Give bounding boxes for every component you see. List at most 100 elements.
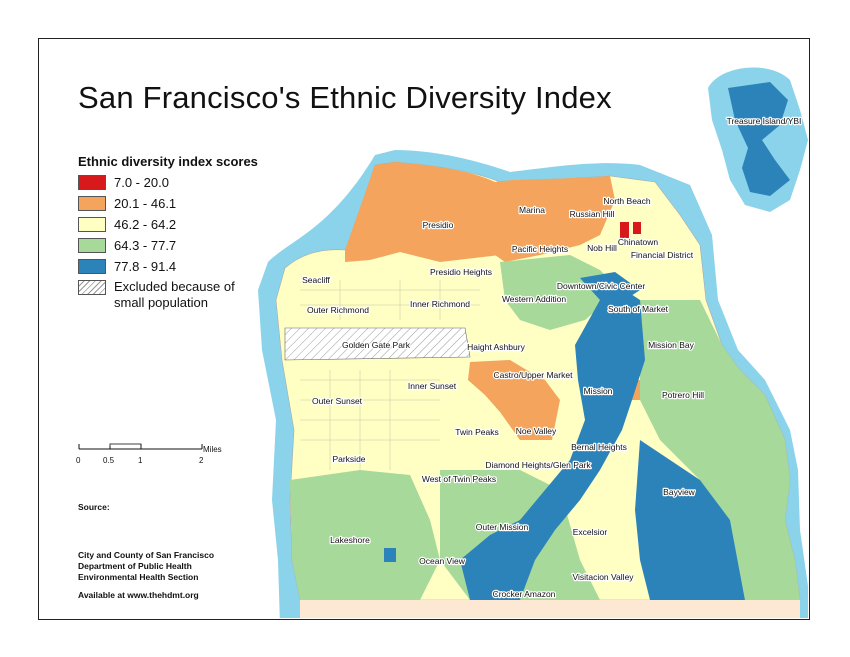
neighborhood-label-halo: Pacific Heights — [512, 244, 568, 254]
neighborhood-label-inner-sunset: Inner Sunset — [408, 381, 457, 391]
neighborhood-label-halo: Bernal Heights — [571, 442, 627, 452]
neighborhood-label-halo: South of Market — [608, 304, 669, 314]
legend-label-5: 77.8 - 91.4 — [114, 259, 177, 274]
scale-bar: Miles 0 0.5 1 2 — [76, 443, 222, 465]
neighborhood-label-halo: Diamond Heights/Glen Park — [485, 460, 591, 470]
neighborhood-label-halo: Mission Bay — [648, 340, 695, 350]
neighborhood-label-halo: Parkside — [332, 454, 365, 464]
neighborhood-label-halo: Haight Ashbury — [467, 342, 525, 352]
neighborhood-label-halo: Visitacion Valley — [572, 572, 634, 582]
neighborhood-label-financial-district: Financial District — [631, 250, 694, 260]
neighborhood-label-downtown-civic-center: Downtown/Civic Center — [557, 281, 646, 291]
neighborhood-label-presidio: Presidio — [423, 220, 454, 230]
org-line-3: Environmental Health Section — [78, 572, 199, 582]
neighborhood-label-golden-gate-park: Golden Gate Park — [342, 340, 411, 350]
neighborhood-label-halo: Treasure Island/YBI — [727, 116, 802, 126]
legend-swatch-5 — [78, 259, 106, 274]
neighborhood-label-halo: Outer Mission — [476, 522, 529, 532]
neighborhood-label-halo: Bayview — [663, 487, 696, 497]
neighborhood-label-visitacion-valley: Visitacion Valley — [572, 572, 634, 582]
neighborhood-label-mission-bay: Mission Bay — [648, 340, 695, 350]
neighborhood-label-presidio-heights: Presidio Heights — [430, 267, 492, 277]
mission-blue — [460, 290, 645, 600]
neighborhood-label-south-of-market: South of Market — [608, 304, 669, 314]
green-west — [290, 470, 440, 600]
scale-unit: Miles — [203, 445, 222, 454]
presidio-region — [345, 162, 500, 262]
scale-tick-1: 0.5 — [103, 456, 115, 465]
neighborhood-label-outer-mission: Outer Mission — [476, 522, 529, 532]
neighborhood-label-halo: Outer Richmond — [307, 305, 369, 315]
neighborhood-label-north-beach: North Beach — [603, 196, 651, 206]
org-line-1: City and County of San Francisco — [78, 550, 215, 560]
neighborhood-label-outer-sunset: Outer Sunset — [312, 396, 363, 406]
legend-item-4: 64.3 - 77.7 — [78, 238, 176, 254]
neighborhood-label-mission: Mission — [584, 386, 613, 396]
neighborhood-label-halo: Potrero Hill — [662, 390, 704, 400]
legend-item-1: 7.0 - 20.0 — [78, 175, 169, 191]
neighborhood-label-parkside: Parkside — [332, 454, 365, 464]
legend-label-3: 46.2 - 64.2 — [114, 217, 177, 232]
neighborhood-label-halo: Crocker Amazon — [493, 589, 556, 599]
neighborhood-label-excelsior: Excelsior — [573, 527, 608, 537]
neighborhood-label-castro-upper-market: Castro/Upper Market — [494, 370, 574, 380]
neighborhood-label-halo: Nob Hill — [587, 243, 617, 253]
neighborhood-label-halo: Castro/Upper Market — [494, 370, 574, 380]
neighborhood-label-halo: Outer Sunset — [312, 396, 363, 406]
neighborhood-label-halo: Twin Peaks — [455, 427, 498, 437]
treasure-island — [728, 82, 790, 196]
neighborhood-label-halo: Seacliff — [302, 275, 330, 285]
neighborhood-label-inner-richmond: Inner Richmond — [410, 299, 470, 309]
neighborhood-label-bayview: Bayview — [663, 487, 696, 497]
neighborhood-label-west-of-twin-peaks: West of Twin Peaks — [422, 474, 496, 484]
neighborhood-label-halo: Lakeshore — [330, 535, 370, 545]
neighborhood-label-diamond-heights-glen-park: Diamond Heights/Glen Park — [485, 460, 591, 470]
scale-tick-2: 1 — [138, 456, 143, 465]
neighborhood-label-halo: Downtown/Civic Center — [557, 281, 646, 291]
legend-swatch-4 — [78, 238, 106, 253]
legend-label-4: 64.3 - 77.7 — [114, 238, 177, 253]
legend-swatch-3 — [78, 217, 106, 232]
neighborhood-label-western-addition: Western Addition — [502, 294, 566, 304]
neighborhood-label-treasure-island-ybi: Treasure Island/YBI — [727, 116, 802, 126]
neighborhood-label-outer-richmond: Outer Richmond — [307, 305, 369, 315]
haight-region — [468, 360, 560, 440]
neighborhood-label-lakeshore: Lakeshore — [330, 535, 370, 545]
county-border-strip — [300, 600, 800, 618]
neighborhood-label-halo: Marina — [519, 205, 545, 215]
neighborhood-label-nob-hill: Nob Hill — [587, 243, 617, 253]
neighborhood-label-halo: Excelsior — [573, 527, 608, 537]
legend-item-3: 46.2 - 64.2 — [78, 217, 176, 233]
block-grid — [300, 280, 480, 470]
neighborhood-label-seacliff: Seacliff — [302, 275, 330, 285]
legend-label-2: 20.1 - 46.1 — [114, 196, 177, 211]
neighborhood-label-halo: Golden Gate Park — [342, 340, 411, 350]
neighborhood-label-pacific-heights: Pacific Heights — [512, 244, 568, 254]
neighborhood-label-halo: Western Addition — [502, 294, 566, 304]
downtown-blue — [580, 272, 640, 300]
neighborhood-label-halo: Presidio Heights — [430, 267, 492, 277]
neighborhood-label-halo: Inner Sunset — [408, 381, 457, 391]
neighborhood-label-marina: Marina — [519, 205, 545, 215]
green-north — [500, 255, 620, 330]
chinatown-red-1 — [620, 222, 629, 238]
bayview-blue — [635, 440, 745, 600]
scale-tick-3: 2 — [199, 456, 204, 465]
neighborhood-label-halo: Noe Valley — [516, 426, 557, 436]
neighborhood-label-crocker-amazon: Crocker Amazon — [493, 589, 556, 599]
legend-item-5: 77.8 - 91.4 — [78, 259, 176, 275]
neighborhood-label-halo: Ocean View — [419, 556, 466, 566]
legend-swatch-1 — [78, 175, 106, 190]
green-east — [640, 300, 800, 600]
neighborhood-label-twin-peaks: Twin Peaks — [455, 427, 498, 437]
neighborhood-label-halo: Presidio — [423, 220, 454, 230]
map-title: San Francisco's Ethnic Diversity Index — [78, 80, 612, 115]
neighborhood-label-chinatown: Chinatown — [618, 237, 658, 247]
legend-swatch-6 — [78, 280, 106, 295]
legend-item-6: Excluded because of small population — [78, 279, 254, 310]
neighborhood-label-halo: West of Twin Peaks — [422, 474, 496, 484]
neighborhood-label-halo: Russian Hill — [570, 209, 615, 219]
neighborhood-label-halo: Financial District — [631, 250, 694, 260]
legend-title: Ethnic diversity index scores — [78, 154, 258, 169]
